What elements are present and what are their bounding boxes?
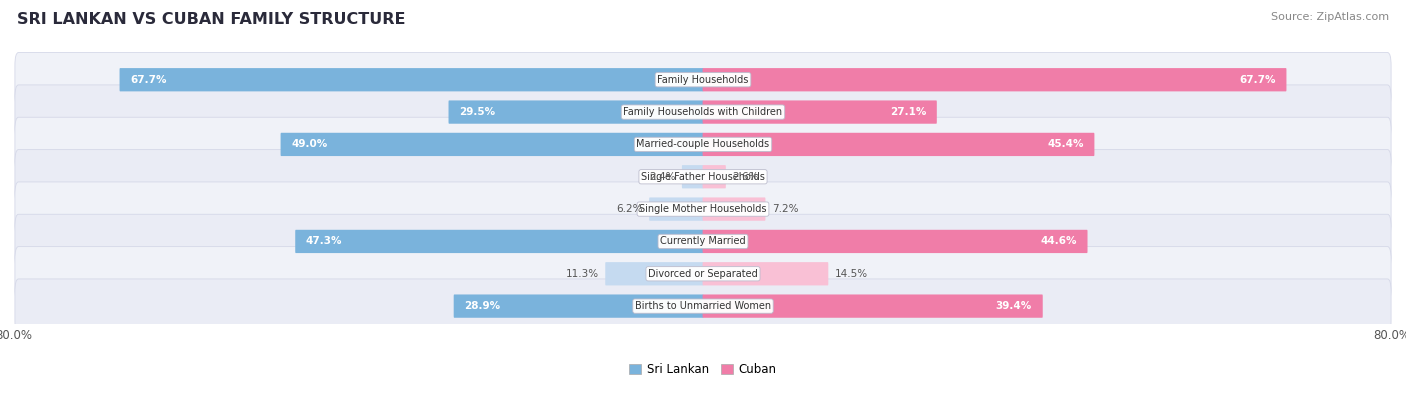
- Text: 44.6%: 44.6%: [1040, 237, 1077, 246]
- Text: Family Households with Children: Family Households with Children: [623, 107, 783, 117]
- FancyBboxPatch shape: [605, 262, 703, 286]
- Text: Source: ZipAtlas.com: Source: ZipAtlas.com: [1271, 12, 1389, 22]
- FancyBboxPatch shape: [15, 85, 1391, 139]
- Text: 67.7%: 67.7%: [131, 75, 167, 85]
- FancyBboxPatch shape: [703, 262, 828, 286]
- FancyBboxPatch shape: [295, 230, 703, 253]
- FancyBboxPatch shape: [703, 68, 1286, 91]
- FancyBboxPatch shape: [15, 279, 1391, 333]
- Text: Currently Married: Currently Married: [661, 237, 745, 246]
- FancyBboxPatch shape: [703, 165, 725, 188]
- Text: 29.5%: 29.5%: [460, 107, 495, 117]
- Text: Divorced or Separated: Divorced or Separated: [648, 269, 758, 279]
- Text: 45.4%: 45.4%: [1047, 139, 1084, 149]
- Text: SRI LANKAN VS CUBAN FAMILY STRUCTURE: SRI LANKAN VS CUBAN FAMILY STRUCTURE: [17, 12, 405, 27]
- Text: Single Father Households: Single Father Households: [641, 172, 765, 182]
- FancyBboxPatch shape: [703, 100, 936, 124]
- FancyBboxPatch shape: [15, 150, 1391, 204]
- Text: Single Mother Households: Single Mother Households: [640, 204, 766, 214]
- Text: 11.3%: 11.3%: [565, 269, 599, 279]
- FancyBboxPatch shape: [15, 117, 1391, 171]
- FancyBboxPatch shape: [120, 68, 703, 91]
- FancyBboxPatch shape: [15, 246, 1391, 301]
- Text: Births to Unmarried Women: Births to Unmarried Women: [636, 301, 770, 311]
- Text: 14.5%: 14.5%: [835, 269, 868, 279]
- Text: 2.4%: 2.4%: [650, 172, 675, 182]
- FancyBboxPatch shape: [15, 214, 1391, 269]
- Text: Married-couple Households: Married-couple Households: [637, 139, 769, 149]
- Text: 27.1%: 27.1%: [890, 107, 927, 117]
- FancyBboxPatch shape: [449, 100, 703, 124]
- Text: Family Households: Family Households: [658, 75, 748, 85]
- FancyBboxPatch shape: [650, 198, 703, 221]
- FancyBboxPatch shape: [682, 165, 703, 188]
- FancyBboxPatch shape: [703, 230, 1087, 253]
- FancyBboxPatch shape: [703, 133, 1094, 156]
- FancyBboxPatch shape: [703, 294, 1043, 318]
- FancyBboxPatch shape: [454, 294, 703, 318]
- Legend: Sri Lankan, Cuban: Sri Lankan, Cuban: [627, 361, 779, 379]
- Text: 47.3%: 47.3%: [307, 237, 343, 246]
- FancyBboxPatch shape: [15, 53, 1391, 107]
- Text: 6.2%: 6.2%: [616, 204, 643, 214]
- Text: 67.7%: 67.7%: [1239, 75, 1275, 85]
- Text: 2.6%: 2.6%: [733, 172, 759, 182]
- Text: 28.9%: 28.9%: [464, 301, 501, 311]
- FancyBboxPatch shape: [15, 182, 1391, 236]
- Text: 49.0%: 49.0%: [291, 139, 328, 149]
- Text: 7.2%: 7.2%: [772, 204, 799, 214]
- FancyBboxPatch shape: [281, 133, 703, 156]
- Text: 39.4%: 39.4%: [995, 301, 1032, 311]
- FancyBboxPatch shape: [703, 198, 765, 221]
